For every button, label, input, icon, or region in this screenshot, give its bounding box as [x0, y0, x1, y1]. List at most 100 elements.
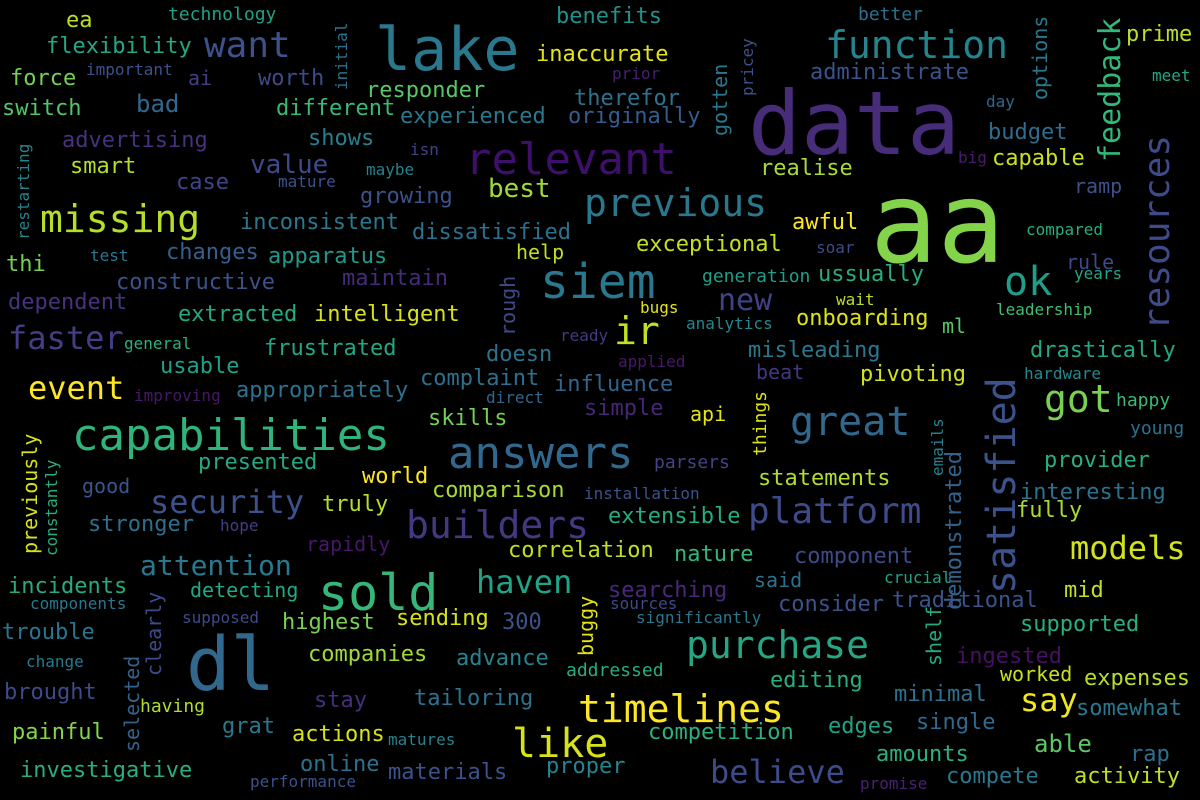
word-selected: selected — [120, 655, 144, 752]
word-shows: shows — [308, 126, 375, 151]
word-satisfied: satisfied — [979, 377, 1025, 594]
word-improving: improving — [134, 386, 221, 405]
word-aa: aa — [870, 159, 1005, 289]
word-experienced: experienced — [400, 104, 546, 129]
word-different: different — [276, 96, 396, 121]
word-compete: compete — [946, 764, 1039, 789]
word-administrate: administrate — [810, 60, 969, 85]
word-fully: fully — [1016, 498, 1083, 523]
word-incidents: incidents — [8, 574, 128, 599]
word-interesting: interesting — [1020, 480, 1166, 505]
word-extracted: extracted — [178, 302, 298, 327]
word-inaccurate: inaccurate — [536, 42, 669, 67]
word-having: having — [140, 696, 206, 717]
word-stay: stay — [314, 688, 367, 713]
word-relevant: relevant — [465, 134, 677, 185]
word-actions: actions — [292, 722, 385, 747]
word-exceptional: exceptional — [636, 232, 782, 257]
word-platform: platform — [748, 491, 922, 532]
word-analytics: analytics — [686, 314, 773, 333]
word-answers: answers — [448, 428, 634, 479]
word-said: said — [754, 568, 803, 592]
word-soar: soar — [816, 238, 855, 257]
word-frustrated: frustrated — [264, 336, 397, 361]
word-dl: dl — [186, 622, 276, 708]
word-edges: edges — [828, 714, 895, 739]
word-ussually: ussually — [818, 262, 924, 287]
word-prime: prime — [1126, 22, 1193, 47]
word-bad: bad — [136, 90, 180, 118]
word-got: got — [1044, 377, 1113, 421]
word-influence: influence — [554, 372, 674, 397]
word-hardware: hardware — [1024, 364, 1102, 383]
word-constantly: constantly — [42, 459, 61, 556]
word-function: function — [825, 23, 1009, 67]
word-good: good — [82, 474, 131, 498]
word-maybe: maybe — [366, 160, 415, 179]
word-meet: meet — [1152, 66, 1191, 85]
word-shelf: shelf — [922, 605, 946, 666]
word-switch: switch — [2, 96, 82, 121]
word-onboarding: onboarding — [796, 306, 929, 331]
word-somewhat: somewhat — [1076, 696, 1182, 721]
word-technology: technology — [168, 4, 277, 25]
word-haven: haven — [476, 563, 573, 601]
word-ready: ready — [560, 326, 609, 345]
word-restarting: restarting — [14, 143, 33, 240]
word-installation: installation — [584, 484, 700, 503]
word-capabilities: capabilities — [72, 410, 390, 461]
word-ai: ai — [188, 66, 213, 90]
word-value: value — [250, 150, 329, 180]
word-parsers: parsers — [654, 452, 730, 473]
word-worked: worked — [1000, 662, 1073, 686]
word-responder: responder — [366, 78, 486, 103]
word-traditional: traditional — [892, 588, 1038, 613]
word-applied: applied — [618, 352, 686, 371]
word-presented: presented — [198, 450, 318, 475]
word-advance: advance — [456, 646, 549, 671]
word-better: better — [858, 4, 924, 25]
word-single: single — [916, 710, 996, 735]
word-addressed: addressed — [566, 660, 664, 681]
word-timelines: timelines — [578, 687, 784, 731]
word-ok: ok — [1004, 259, 1053, 305]
word-initial: initial — [332, 22, 351, 90]
word-rap: rap — [1130, 742, 1170, 767]
word-years: years — [1074, 264, 1123, 283]
word-want: want — [204, 25, 291, 66]
word-activity: activity — [1074, 764, 1180, 789]
word-changes: changes — [166, 240, 259, 265]
word-happy: happy — [1116, 390, 1171, 411]
word-wait: wait — [836, 290, 875, 309]
word-new: new — [718, 283, 773, 318]
word-gotten: gotten — [708, 63, 732, 136]
word-stronger: stronger — [88, 512, 194, 537]
word-faster: faster — [8, 319, 124, 357]
word-materials: materials — [388, 760, 508, 785]
word-security: security — [150, 483, 305, 521]
word-grat: grat — [222, 714, 275, 739]
word-budget: budget — [988, 120, 1068, 145]
word-rule: rule — [1066, 250, 1115, 274]
word-resources: resources — [1137, 134, 1178, 330]
word-beat: beat — [756, 360, 805, 384]
word-300: 300 — [502, 610, 542, 635]
word-worth: worth — [258, 66, 325, 91]
word-best: best — [488, 174, 551, 204]
word-api: api — [690, 402, 727, 426]
word-models: models — [1070, 529, 1186, 567]
word-change: change — [26, 652, 84, 671]
word-provider: provider — [1044, 448, 1150, 473]
word-consider: consider — [778, 592, 884, 617]
word-feedback: feedback — [1093, 17, 1128, 163]
word-isn: isn — [410, 140, 439, 159]
word-purchase: purchase — [686, 623, 870, 667]
word-editing: editing — [770, 668, 863, 693]
word-data: data — [748, 72, 960, 175]
word-siem: siem — [540, 254, 656, 310]
word-realise: realise — [760, 156, 853, 181]
word-comparison: comparison — [432, 478, 565, 503]
word-flexibility: flexibility — [46, 34, 192, 59]
word-ramp: ramp — [1074, 174, 1123, 198]
